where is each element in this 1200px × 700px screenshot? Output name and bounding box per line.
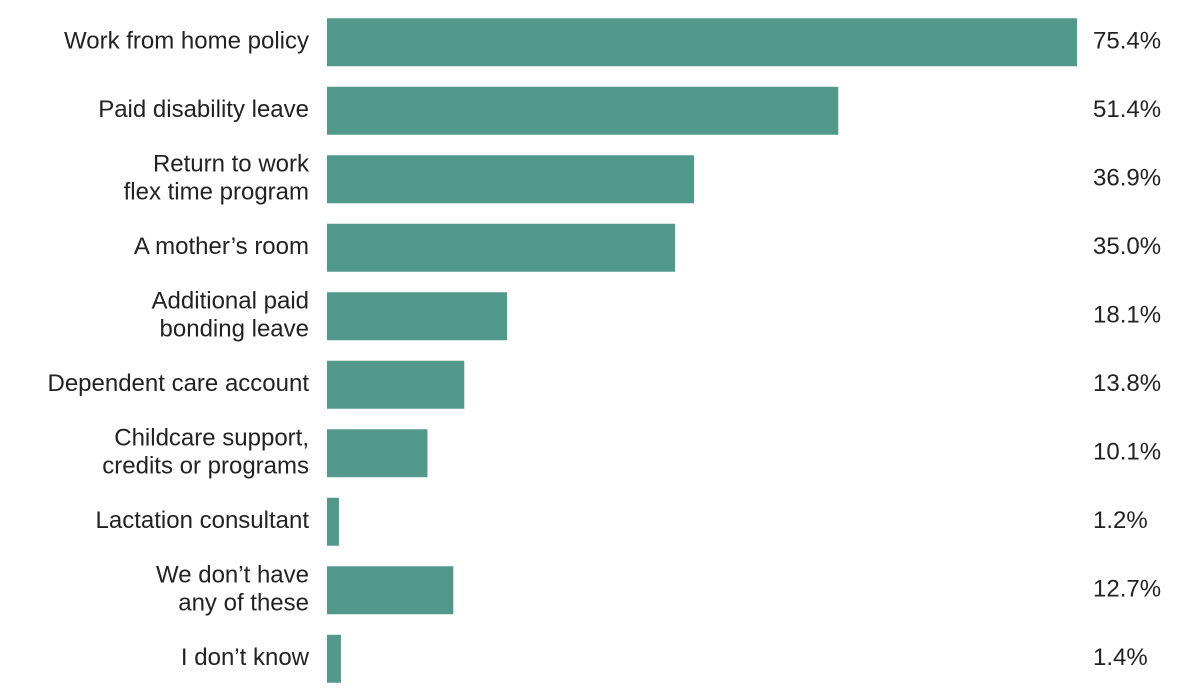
- value-label: 10.1%: [1093, 439, 1161, 466]
- category-label: Return to work flex time program: [124, 151, 310, 206]
- value-label: 1.2%: [1093, 507, 1148, 534]
- category-label: Childcare support, credits or programs: [102, 425, 309, 480]
- value-label: 1.4%: [1093, 644, 1148, 671]
- category-label: I don’t know: [181, 644, 310, 671]
- bar: [327, 155, 695, 204]
- value-label: 13.8%: [1093, 370, 1161, 397]
- bar: [327, 86, 839, 135]
- bar: [327, 429, 428, 478]
- value-label: 51.4%: [1093, 96, 1161, 123]
- value-label: 18.1%: [1093, 302, 1161, 329]
- category-label: Dependent care account: [47, 370, 309, 397]
- bar: [327, 223, 676, 272]
- value-label: 75.4%: [1093, 28, 1161, 55]
- bar: [327, 292, 508, 341]
- category-label: Work from home policy: [64, 28, 309, 55]
- category-label: Paid disability leave: [98, 96, 309, 123]
- category-label: Additional paid bonding leave: [152, 288, 309, 343]
- value-label: 12.7%: [1093, 576, 1161, 603]
- bar: [327, 360, 465, 409]
- value-label: 36.9%: [1093, 165, 1161, 192]
- category-label: Lactation consultant: [96, 507, 310, 534]
- bar: [327, 566, 454, 615]
- category-label: We don’t have any of these: [156, 562, 309, 617]
- bar: [327, 634, 341, 683]
- bar: [327, 18, 1077, 67]
- value-label: 35.0%: [1093, 233, 1161, 260]
- bar: [327, 497, 339, 546]
- category-label: A mother’s room: [134, 233, 309, 260]
